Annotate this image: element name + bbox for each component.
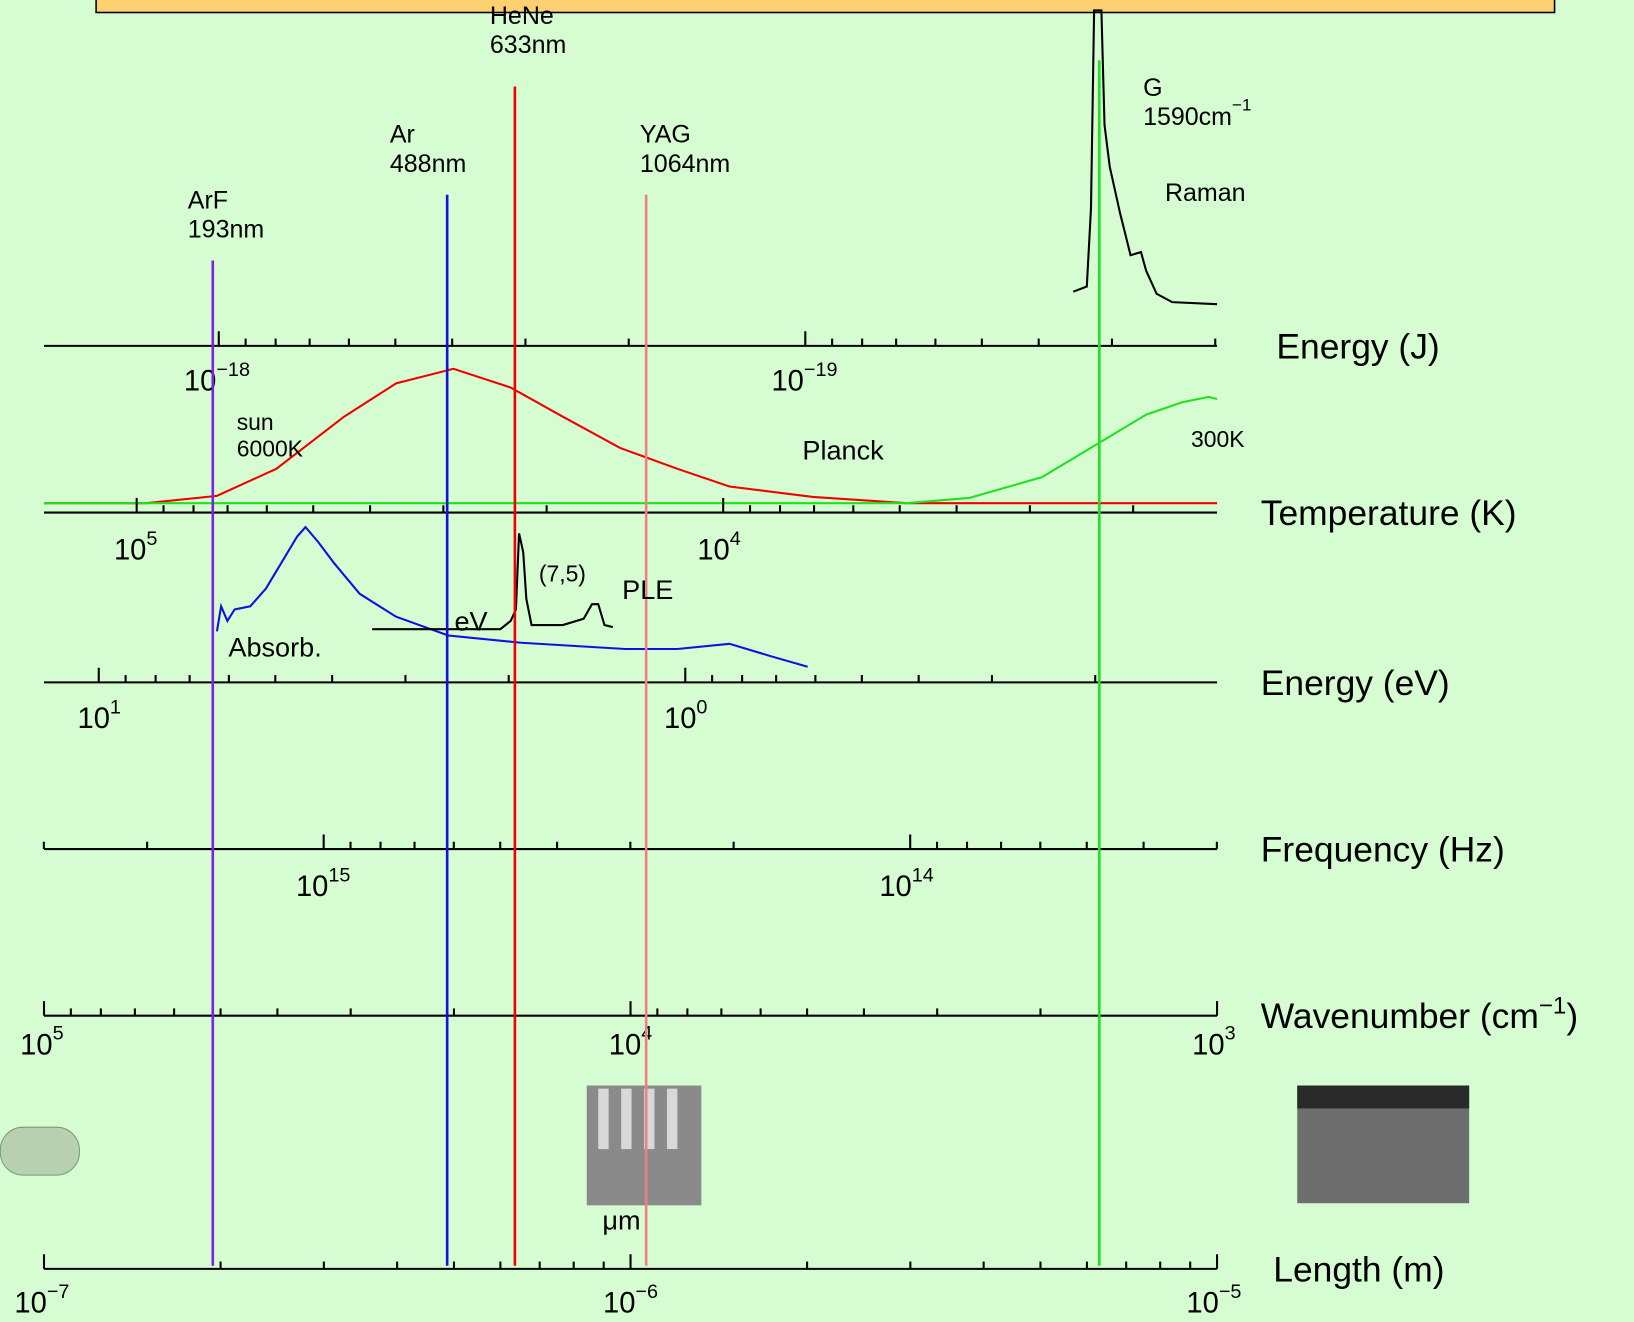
sem-film-top: [1297, 1086, 1469, 1109]
laser-name: ArF: [188, 186, 228, 214]
tick-exp: 14: [912, 864, 934, 886]
raman-shift-exp: −1: [1232, 95, 1251, 114]
tick-base: 10: [697, 534, 729, 566]
tick-exp: 15: [328, 864, 350, 886]
tick-base: 10: [20, 1029, 52, 1061]
axis-label: Energy (eV): [1261, 663, 1450, 703]
tick-base: 10: [603, 1288, 635, 1320]
raman-label: Raman: [1165, 179, 1246, 207]
annotation-micron: μm: [602, 1204, 640, 1235]
tick-exp: −6: [635, 1281, 658, 1303]
axis-label-text: Frequency (Hz): [1261, 830, 1505, 870]
axis-label-end: ): [1566, 996, 1578, 1036]
laser-wavelength: 633nm: [490, 31, 566, 59]
tick-exp: −18: [216, 359, 250, 381]
tick-exp: −7: [47, 1281, 70, 1303]
page: { "axes": [ {"label": "Energy (J)", "tic…: [0, 0, 1634, 1322]
annotation-chirality: (7,5): [539, 560, 586, 586]
annotation-sun: sun: [237, 409, 274, 435]
axis-label-text: Energy (eV): [1261, 663, 1450, 703]
tick-base: 10: [664, 703, 696, 735]
header-box: [96, 0, 1554, 13]
annotation-room: 300K: [1191, 426, 1245, 452]
tick-base: 10: [14, 1288, 46, 1320]
tick-base: 10: [114, 534, 146, 566]
laser-wavelength: 488nm: [390, 150, 466, 178]
laser-wavelength: 193nm: [188, 216, 264, 244]
annotation-absorb: Absorb.: [228, 631, 321, 662]
laser-name: YAG: [640, 121, 691, 149]
annotation-sun-temp: 6000K: [237, 435, 304, 461]
tick-base: 10: [1186, 1288, 1218, 1320]
axis-label-exp: −1: [1539, 993, 1566, 1020]
tick-exp: 4: [730, 528, 741, 550]
axis-label: Frequency (Hz): [1261, 830, 1505, 870]
tick-base: 10: [609, 1029, 641, 1061]
raman-shift-text: 1590cm: [1143, 103, 1232, 131]
tick-exp: 3: [1225, 1023, 1236, 1045]
laser-wavelength: 1064nm: [640, 150, 730, 178]
annotation-ple: PLE: [622, 574, 673, 605]
axis-label: Temperature (K): [1261, 493, 1517, 533]
laser-name: Ar: [390, 121, 415, 149]
tick-exp: 5: [146, 528, 157, 550]
figure: Energy (J)10−1810−19Temperature (K)10510…: [0, 0, 1634, 1322]
tick-exp: 0: [696, 697, 707, 719]
laser-name: HeNe: [490, 2, 554, 30]
axis-label-text: Wavenumber (cm: [1261, 996, 1539, 1036]
nanotube-image: [0, 1127, 79, 1175]
tick-base: 10: [1192, 1029, 1224, 1061]
raman-peak: G: [1143, 74, 1162, 102]
axis-label-text: Length (m): [1273, 1249, 1444, 1289]
tick-base: 10: [879, 871, 911, 903]
annotation-planck: Planck: [802, 434, 884, 465]
tick-base: 10: [296, 871, 328, 903]
axis-label: Energy (J): [1276, 326, 1439, 366]
axis-label: Length (m): [1273, 1249, 1444, 1289]
axis-label-text: Energy (J): [1276, 326, 1439, 366]
axis-label: Wavenumber (cm−1): [1261, 993, 1578, 1037]
tick-exp: 5: [53, 1023, 64, 1045]
tick-base: 10: [77, 703, 109, 735]
axis-label-text: Temperature (K): [1261, 493, 1517, 533]
tick-exp: −5: [1219, 1281, 1242, 1303]
tick-exp: −19: [804, 359, 838, 381]
tick-exp: 1: [110, 697, 121, 719]
tick-base: 10: [771, 366, 803, 398]
annotation-ev: eV: [454, 605, 487, 636]
